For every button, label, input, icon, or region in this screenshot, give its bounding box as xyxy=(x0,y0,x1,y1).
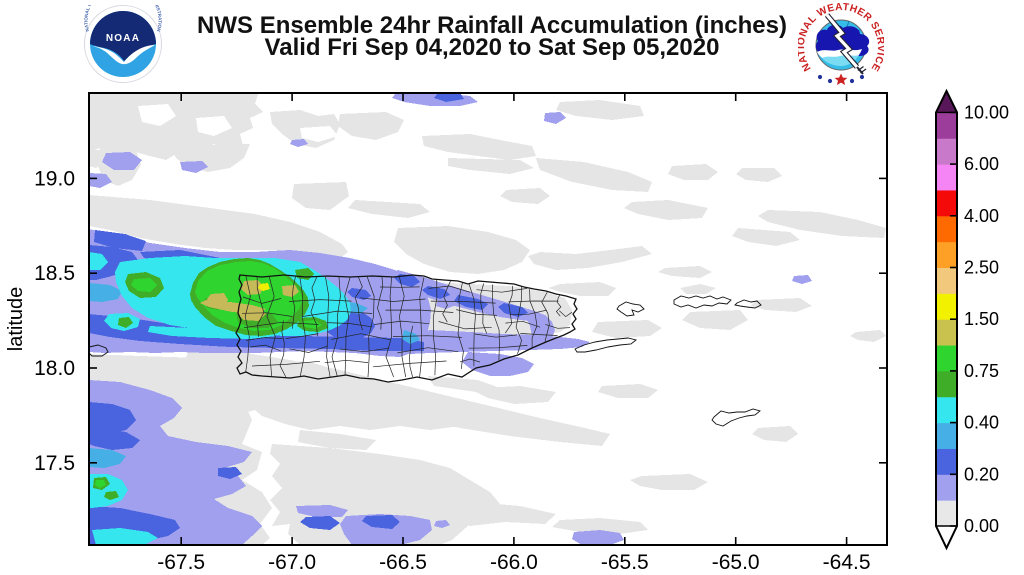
svg-text:19.0: 19.0 xyxy=(34,167,75,190)
svg-text:-65.5: -65.5 xyxy=(601,551,649,574)
svg-text:18.0: 18.0 xyxy=(34,357,75,380)
svg-text:10.00: 10.00 xyxy=(964,102,1009,122)
svg-text:17.5: 17.5 xyxy=(34,452,75,475)
svg-text:2.50: 2.50 xyxy=(964,258,999,278)
svg-text:-67.5: -67.5 xyxy=(157,551,205,574)
svg-text:0.00: 0.00 xyxy=(964,516,999,536)
svg-text:0.75: 0.75 xyxy=(964,361,999,381)
svg-text:6.00: 6.00 xyxy=(964,154,999,174)
svg-text:-67.0: -67.0 xyxy=(268,551,316,574)
svg-text:0.40: 0.40 xyxy=(964,413,999,433)
svg-text:-66.0: -66.0 xyxy=(490,551,538,574)
svg-text:latitude: latitude xyxy=(5,287,27,352)
svg-text:0.20: 0.20 xyxy=(964,464,999,484)
svg-text:-65.0: -65.0 xyxy=(712,551,760,574)
svg-text:18.5: 18.5 xyxy=(34,262,75,285)
svg-text:-66.5: -66.5 xyxy=(379,551,427,574)
svg-text:-64.5: -64.5 xyxy=(823,551,871,574)
svg-text:NOAA: NOAA xyxy=(106,33,140,44)
svg-text:4.00: 4.00 xyxy=(964,206,999,226)
svg-text:1.50: 1.50 xyxy=(964,309,999,329)
